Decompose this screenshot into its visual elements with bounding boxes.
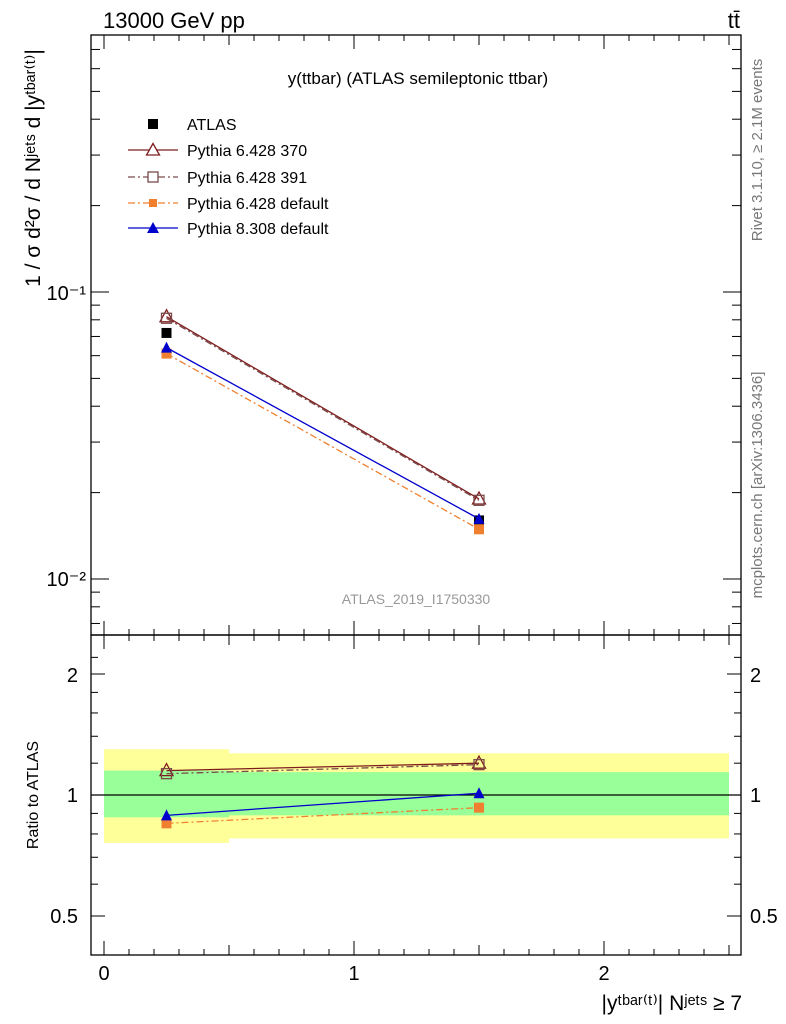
main-ytick-label-2: 10⁻² (47, 569, 87, 591)
legend-entry-pythia8-default: Pythia 8.308 default (128, 221, 329, 238)
source-label: mcplots.cern.ch [arXiv:1306.3436] (749, 372, 766, 599)
legend-marker-pythia8-default (147, 222, 159, 233)
xaxis-label: |yᵗᵇᵃʳ⁽ᵗ⁾| Nʲᵉᵗˢ ≥ 7 (602, 992, 743, 1015)
rivet-label: Rivet 3.1.10, ≥ 2.1M events (749, 59, 766, 242)
main-point-pythia-6-428-default (474, 524, 484, 535)
legend-label-pythia6-370: Pythia 6.428 370 (187, 143, 307, 160)
main-point-atlas (161, 327, 172, 338)
legend-entry-pythia6-default: Pythia 6.428 default (128, 196, 329, 213)
legend-marker-pythia6-default (149, 199, 157, 207)
legend-entry-pythia6-391: Pythia 6.428 391 (128, 170, 307, 187)
main-point-pythia-6-428-370 (471, 490, 487, 505)
ratio-ytick-label-left-1: 1 (67, 785, 78, 807)
main-ytick-label-1: 10⁻¹ (47, 283, 87, 305)
legend-marker-pythia6-370 (145, 142, 161, 156)
xtick-label-0: 0 (98, 963, 109, 985)
ratio-ylabel: Ratio to ATLAS (25, 741, 42, 849)
ratio-ytick-label-left-05: 0.5 (50, 906, 78, 928)
legend-entry-atlas: ATLAS (148, 117, 237, 134)
ratio-point-pythia-6-428-370 (471, 754, 487, 769)
legend-entry-pythia6-370: Pythia 6.428 370 (128, 142, 307, 160)
ratio-ticks (91, 635, 741, 955)
legend-label-pythia6-391: Pythia 6.428 391 (187, 170, 307, 187)
ratio-ytick-label-right-05: 0.5 (750, 906, 778, 928)
legend-label-pythia6-default: Pythia 6.428 default (187, 196, 329, 213)
main-point-pythia-8-308-default (161, 341, 172, 353)
ratio-line-pythia-6-428-370 (166, 762, 480, 772)
main-point-pythia-6-428-391 (160, 312, 173, 324)
main-watermark: ATLAS_2019_I1750330 (342, 591, 491, 607)
legend-marker-atlas (148, 119, 158, 129)
legend: ATLAS Pythia 6.428 370 Pythia 6.428 391 … (128, 117, 329, 238)
main-panel: y(ttbar) (ATLAS semileptonic ttbar) ATLA… (22, 34, 742, 636)
main-point-pythia-8-308-default (473, 512, 485, 524)
ratio-point-pythia-6-428-default (474, 802, 484, 813)
ratio-ytick-label-right-2: 2 (750, 665, 761, 687)
ratio-point-pythia-8-308-default (161, 809, 172, 821)
ratio-line-pythia-6-428-default (166, 807, 480, 825)
legend-label-pythia8-default: Pythia 8.308 default (187, 221, 329, 238)
xtick-label-1: 1 (348, 963, 359, 985)
ratio-line-pythia-8-308-default (166, 792, 480, 816)
main-title: y(ttbar) (ATLAS semileptonic ttbar) (288, 69, 548, 88)
main-line-pythia-8-308-default (166, 347, 480, 520)
ratio-point-pythia-6-428-370 (158, 762, 175, 777)
main-line-pythia-6-428-370 (166, 316, 480, 500)
main-series-layer (158, 308, 487, 535)
process-label: tt̄ (728, 8, 740, 33)
ratio-ytick-label-left-2: 2 (67, 665, 78, 687)
energy-label: 13000 GeV pp (103, 8, 245, 33)
legend-marker-pythia6-391 (147, 171, 159, 183)
main-line-pythia-6-428-391 (166, 317, 480, 501)
ratio-line-pythia-6-428-391 (166, 763, 480, 775)
ratio-ytick-label-right-1: 1 (750, 785, 761, 807)
ratio-series-layer (158, 754, 487, 829)
main-point-pythia-6-428-370 (158, 308, 175, 323)
main-ylabel: 1 / σ d²σ / d Nʲᵉᵗˢ d |yᵗᵇᵃʳ⁽ᵗ⁾| (22, 49, 45, 287)
ratio-point-pythia-8-308-default (473, 787, 485, 799)
ratio-panel: Ratio to ATLAS 2 1 0.5 2 1 0.5 0 1 2 |yᵗ… (25, 634, 778, 1015)
ratio-point-pythia-6-428-default (161, 818, 172, 829)
main-line-pythia-6-428-default (166, 353, 480, 530)
ratio-band-layer (104, 749, 729, 843)
main-point-pythia-6-428-default (161, 348, 172, 359)
main-point-pythia-6-428-391 (473, 494, 485, 506)
legend-label-atlas: ATLAS (187, 117, 237, 134)
ratio-point-pythia-6-428-391 (160, 768, 173, 780)
xtick-label-2: 2 (598, 963, 609, 985)
main-ticks (91, 35, 741, 635)
ratio-point-pythia-6-428-391 (473, 758, 485, 771)
